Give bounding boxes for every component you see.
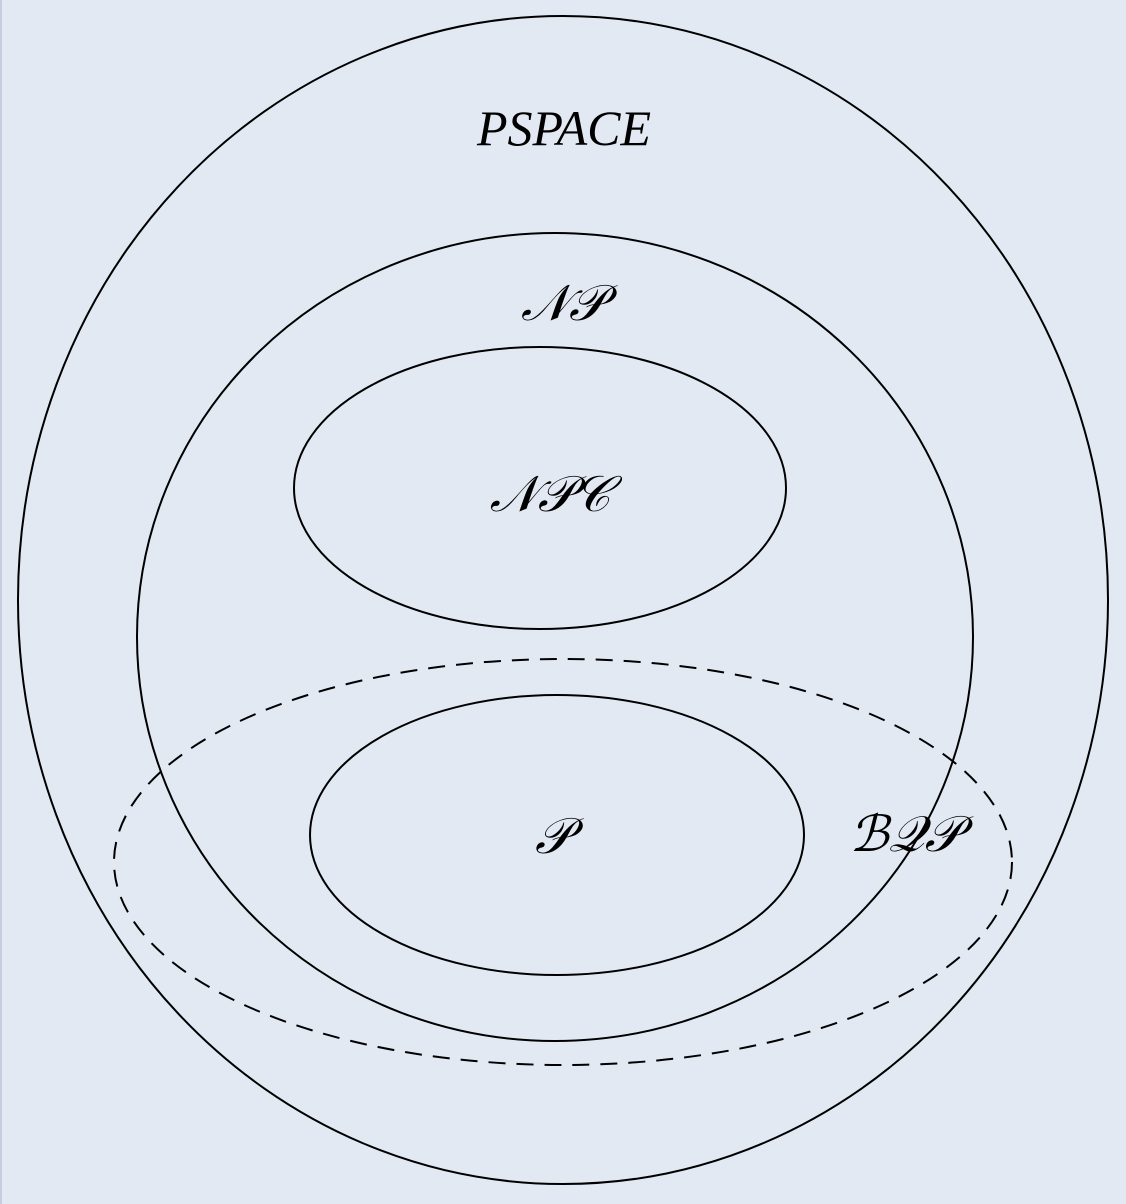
bqp-label: ℬ𝒬𝒫 [849, 805, 973, 863]
p-label: 𝒫 [535, 807, 584, 865]
pspace-boundary [17, 15, 1109, 1185]
npc-label: 𝒩𝒫𝒞 [490, 465, 623, 523]
bqp-boundary [113, 658, 1013, 1066]
np-region: 𝒩𝒫 [136, 232, 974, 1042]
left-edge-rule [0, 0, 2, 1204]
p-region: 𝒫 [309, 694, 805, 976]
npc-boundary [293, 346, 787, 630]
bqp-region: ℬ𝒬𝒫 [113, 658, 1013, 1066]
p-boundary [309, 694, 805, 976]
pspace-region: PSPACE [17, 15, 1109, 1185]
pspace-label: PSPACE [476, 100, 651, 156]
np-label: 𝒩𝒫 [521, 274, 618, 332]
npc-region: 𝒩𝒫𝒞 [293, 346, 787, 630]
np-boundary [136, 232, 974, 1042]
